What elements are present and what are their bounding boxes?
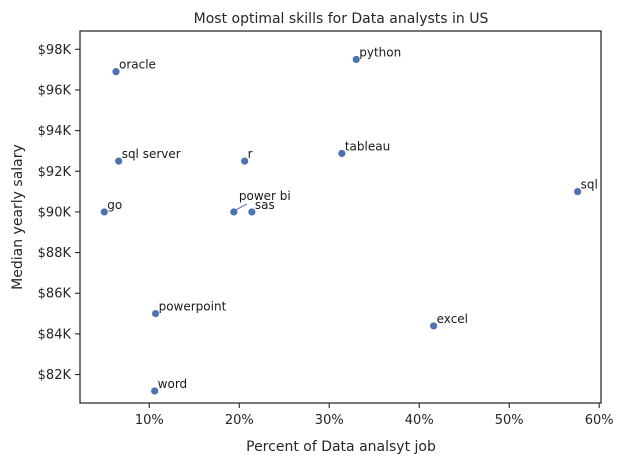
data-point <box>430 322 438 330</box>
x-tick-label: 60% <box>585 413 614 428</box>
y-tick-label: $96K <box>38 83 72 98</box>
data-point <box>151 309 160 318</box>
point-label: word <box>158 377 188 391</box>
y-tick-label: $86K <box>38 287 72 302</box>
y-tick-label: $88K <box>38 246 72 261</box>
y-tick-label: $90K <box>38 205 72 220</box>
point-label: power bi <box>239 189 291 203</box>
point-label: r <box>248 147 253 161</box>
x-tick-label: 40% <box>405 413 434 428</box>
point-label: python <box>359 45 401 59</box>
x-tick-label: 30% <box>315 413 344 428</box>
data-point <box>230 208 238 216</box>
data-point <box>241 157 249 165</box>
y-tick-label: $92K <box>38 165 72 180</box>
point-label: tableau <box>345 139 390 153</box>
y-tick-label: $94K <box>38 124 72 139</box>
point-label: go <box>107 198 122 212</box>
label-leader-line <box>235 203 248 211</box>
y-tick-label: $82K <box>38 368 72 383</box>
x-tick-label: 20% <box>225 413 254 428</box>
data-point <box>338 149 346 158</box>
y-tick-label: $98K <box>38 43 72 58</box>
data-point <box>115 157 123 165</box>
data-point <box>248 208 256 216</box>
point-label: excel <box>437 312 468 326</box>
point-label: sql server <box>122 147 181 161</box>
x-axis-label: Percent of Data analsyt job <box>246 439 436 455</box>
chart-title: Most optimal skills for Data analysts in… <box>194 11 489 27</box>
data-point <box>574 187 582 196</box>
plot-frame <box>79 30 602 404</box>
y-axis-label: Median yearly salary <box>10 144 26 290</box>
point-label: oracle <box>119 58 156 72</box>
point-label: sql <box>581 178 598 192</box>
data-point <box>100 208 108 216</box>
data-point <box>112 68 120 76</box>
y-tick-label: $84K <box>38 327 72 342</box>
data-point <box>352 55 360 64</box>
x-axis: 10% 20% 30% 40% 50% 60% <box>135 403 614 428</box>
point-label: powerpoint <box>159 300 227 314</box>
leader-lines <box>235 203 248 211</box>
point-label: sas <box>255 198 275 212</box>
x-tick-label: 50% <box>495 413 524 428</box>
data-point <box>151 387 159 395</box>
data-points <box>100 55 582 395</box>
x-tick-label: 10% <box>135 413 164 428</box>
point-labels: python oracle tableau sql server r sql power b… <box>107 45 598 390</box>
y-axis: $82K $84K $86K $88K $90K $92K $94K $96K $98K <box>38 43 80 383</box>
